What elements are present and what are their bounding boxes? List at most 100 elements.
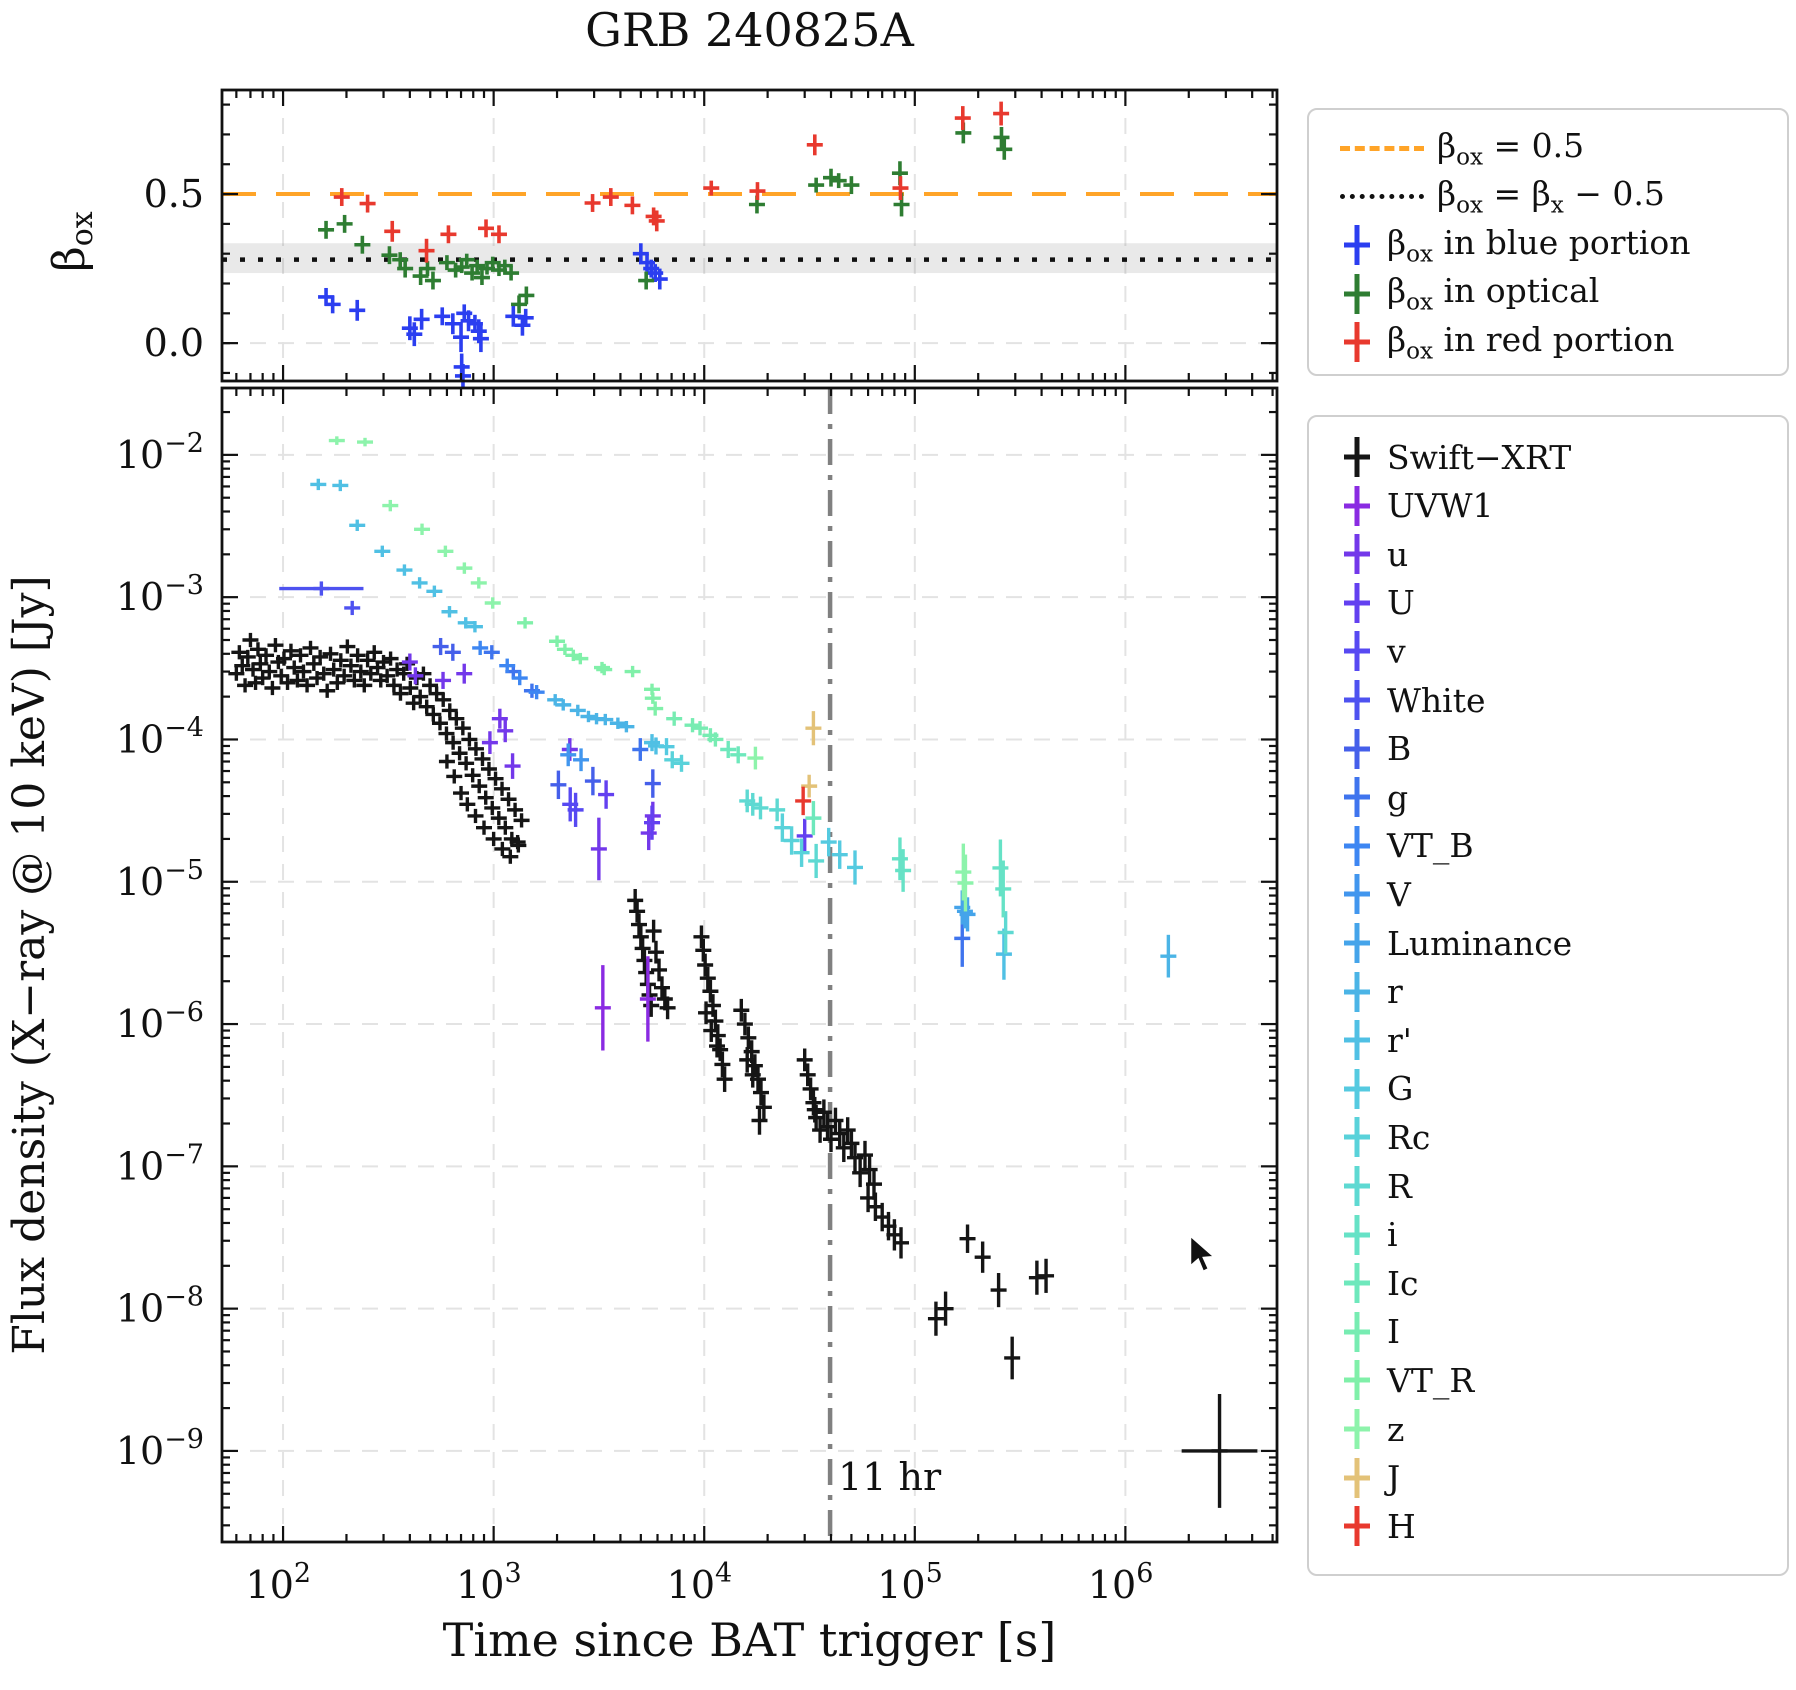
legend-label: R xyxy=(1387,1166,1412,1206)
legend-label: UVW1 xyxy=(1387,486,1494,526)
series-White xyxy=(279,581,364,616)
legend-label: v xyxy=(1387,631,1406,671)
plus-marker-icon xyxy=(1327,534,1387,575)
legend-label: βox in red portion xyxy=(1387,319,1675,365)
y-tick-label: 10−8 xyxy=(116,1282,204,1331)
legend-label: r xyxy=(1387,972,1403,1012)
legend-item-G: G xyxy=(1327,1065,1413,1113)
legend-item-beta-2: βox in blue portion xyxy=(1327,221,1690,269)
legend-item-g: g xyxy=(1327,773,1408,821)
plus-marker-icon xyxy=(1327,1068,1387,1109)
plus-marker-icon xyxy=(1327,485,1387,526)
legend-item-beta-3: βox in optical xyxy=(1327,270,1599,318)
plus-marker-icon xyxy=(1327,874,1387,915)
legend-label: I xyxy=(1387,1312,1401,1352)
legend-item-Ic: Ic xyxy=(1327,1259,1419,1307)
x-tick-label: 104 xyxy=(667,1558,733,1607)
beta-axis-label: βox xyxy=(44,211,100,271)
eleven-hour-label: 11 hr xyxy=(838,1455,942,1499)
legend-item-beta-4: βox in red portion xyxy=(1327,318,1674,366)
x-tick-label: 105 xyxy=(877,1558,943,1607)
legend-item-v: v xyxy=(1327,627,1406,675)
plus-marker-icon xyxy=(1327,1214,1387,1255)
series-Ic xyxy=(720,740,822,836)
legend-item-Swift-XRT: Swift−XRT xyxy=(1327,433,1571,481)
series-beta-optical xyxy=(318,122,1013,314)
legend-item-r-prime: r' xyxy=(1327,1016,1412,1064)
legend-item-B: B xyxy=(1327,725,1411,773)
legend-item-i: i xyxy=(1327,1211,1398,1259)
legend-item-beta-0: βox = 0.5 xyxy=(1327,124,1584,172)
legend-label: u xyxy=(1387,534,1409,574)
legend-item-VT_R: VT_R xyxy=(1327,1356,1474,1404)
legend-label: βox = βx − 0.5 xyxy=(1437,174,1665,219)
plus-marker-icon xyxy=(1327,1409,1387,1449)
axis-ticks xyxy=(222,90,1277,1542)
legend-item-V: V xyxy=(1327,870,1411,918)
legend-label: i xyxy=(1387,1215,1398,1255)
legend-item-U: U xyxy=(1327,579,1415,627)
legend-item-I: I xyxy=(1327,1308,1400,1356)
x-tick-label: 102 xyxy=(246,1558,312,1607)
series-VT_B xyxy=(472,640,545,700)
plus-marker-icon xyxy=(1327,971,1387,1012)
page-title: GRB 240825A xyxy=(585,3,914,57)
legend-item-J: J xyxy=(1327,1454,1400,1502)
legend-label: g xyxy=(1387,777,1409,817)
series-B xyxy=(432,637,661,800)
series-beta-blue xyxy=(318,243,668,388)
legend-item-beta-1: βox = βx − 0.5 xyxy=(1327,173,1665,221)
legend-label: Luminance xyxy=(1387,923,1573,963)
legend-label: βox in optical xyxy=(1387,271,1600,316)
plus-marker-icon xyxy=(1327,1360,1387,1401)
plus-marker-icon xyxy=(1327,225,1387,265)
y-tick-label: 10−3 xyxy=(116,570,204,619)
plus-marker-icon xyxy=(1327,1117,1387,1158)
y-tick-label: 10−7 xyxy=(116,1139,204,1188)
series-z xyxy=(328,436,974,912)
beta-legend: βox = 0.5 βox = βx − 0.5 βox in blue porti… xyxy=(1307,108,1789,376)
plus-marker-icon xyxy=(1327,728,1387,769)
legend-label: G xyxy=(1387,1069,1414,1109)
series-UVW1 xyxy=(594,956,656,1051)
legend-label: VT_R xyxy=(1387,1360,1475,1400)
series-r xyxy=(547,694,1177,978)
series-V xyxy=(560,743,590,772)
legend-item-Rc: Rc xyxy=(1327,1113,1430,1161)
legend-label: VT_B xyxy=(1387,826,1474,866)
gridlines xyxy=(222,90,1277,1542)
series-Rc xyxy=(664,751,810,867)
series-G xyxy=(658,738,864,885)
y-tick-label: 10−6 xyxy=(116,997,204,1046)
legend-item-VT_B: VT_B xyxy=(1327,822,1474,870)
mouse-cursor xyxy=(1188,1233,1219,1274)
flux-axis-label: Flux density (X−ray @ 10 keV) [Jy] xyxy=(4,575,55,1354)
panel-frame xyxy=(220,386,1279,1544)
plus-marker-icon xyxy=(1327,680,1387,720)
legend-item-R: R xyxy=(1327,1162,1412,1210)
plus-marker-icon xyxy=(1327,1020,1387,1061)
series-beta-red xyxy=(333,101,1010,263)
series-v xyxy=(562,787,584,827)
series-r-prime xyxy=(310,478,1012,980)
plus-marker-icon xyxy=(1327,582,1387,623)
plus-marker-icon xyxy=(1327,631,1387,672)
y-tick-label: 10−2 xyxy=(116,428,204,477)
x-axis-label: Time since BAT trigger [s] xyxy=(443,1613,1057,1667)
legend-label: Rc xyxy=(1387,1117,1431,1157)
legend-item-r: r xyxy=(1327,968,1403,1016)
series-H xyxy=(795,786,812,816)
legend-label: U xyxy=(1387,583,1415,623)
plus-marker-icon xyxy=(1327,437,1387,477)
series-Swift-XRT xyxy=(228,632,1258,1508)
y-tick-label: 10−9 xyxy=(116,1424,204,1473)
plus-marker-icon xyxy=(1327,1506,1387,1547)
legend-label: Swift−XRT xyxy=(1387,437,1572,477)
x-tick-label: 103 xyxy=(456,1558,522,1607)
series-u xyxy=(401,653,661,881)
plus-marker-icon xyxy=(1327,777,1387,818)
y-tick-label: 10−5 xyxy=(116,855,204,904)
series-i xyxy=(891,837,1012,918)
